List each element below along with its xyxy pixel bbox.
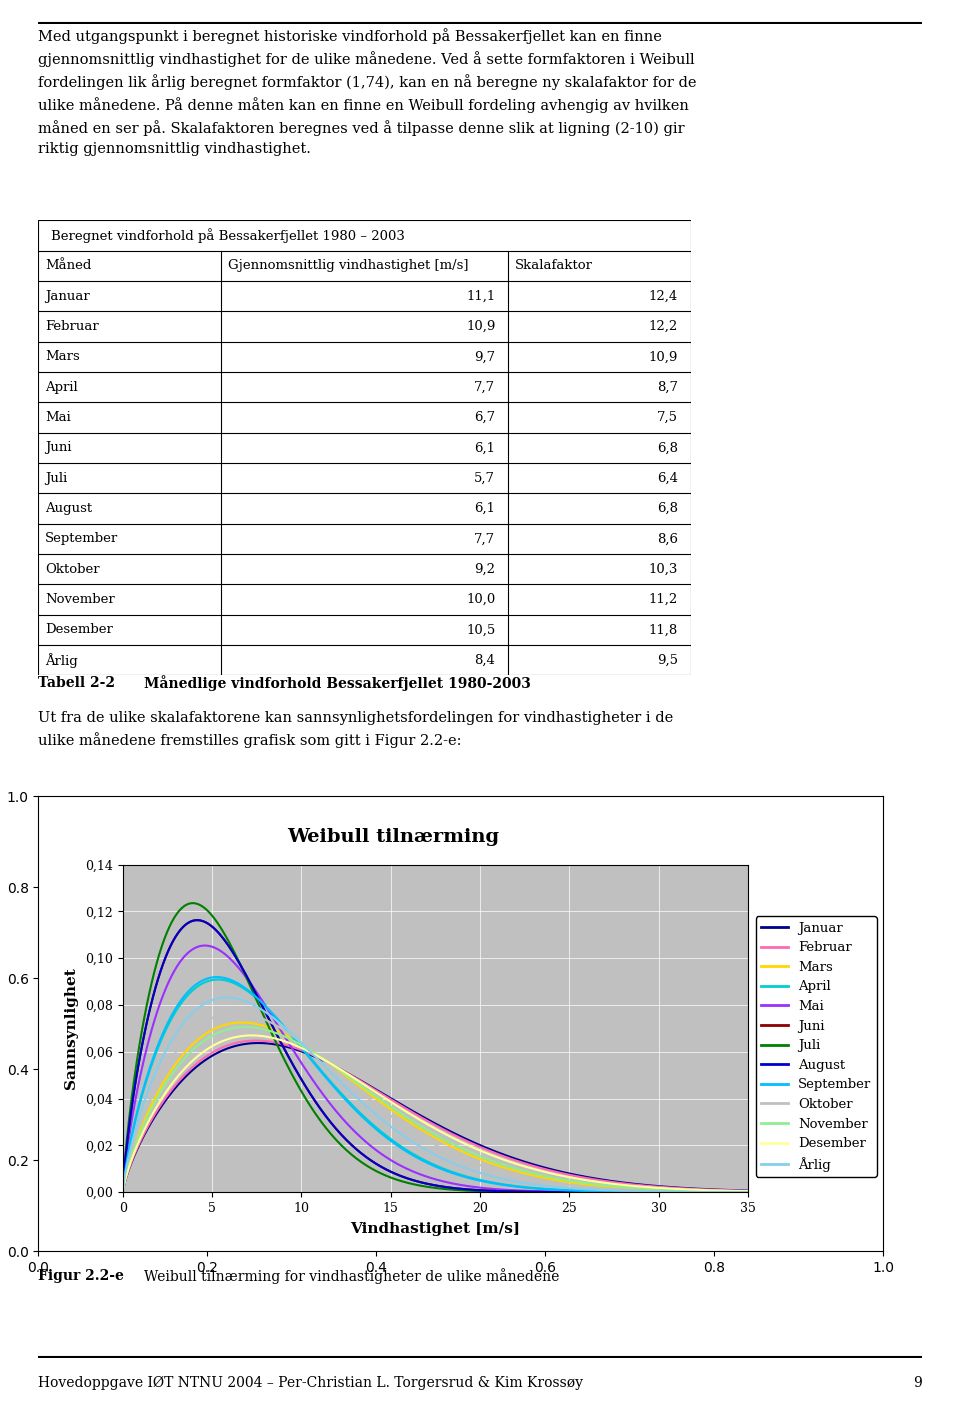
Text: Oktober: Oktober	[45, 563, 100, 576]
Text: 9,2: 9,2	[474, 563, 495, 576]
Text: 10,9: 10,9	[466, 320, 495, 333]
Text: 6,1: 6,1	[474, 502, 495, 515]
Text: Weibull tilnærming for vindhastigheter de ulike månedene: Weibull tilnærming for vindhastigheter d…	[144, 1268, 560, 1284]
Text: Med utgangspunkt i beregnet historiske vindforhold på Bessakerfjellet kan en fin: Med utgangspunkt i beregnet historiske v…	[38, 28, 697, 156]
Y-axis label: Sannsynlighet: Sannsynlighet	[64, 967, 79, 1089]
Text: 7,5: 7,5	[658, 411, 678, 424]
Text: 6,8: 6,8	[658, 502, 678, 515]
Text: 6,8: 6,8	[658, 441, 678, 455]
Text: 12,2: 12,2	[649, 320, 678, 333]
Text: 7,7: 7,7	[474, 381, 495, 394]
Text: Juli: Juli	[45, 472, 67, 485]
Text: 10,3: 10,3	[649, 563, 678, 576]
Text: 9,5: 9,5	[658, 654, 678, 667]
Text: August: August	[45, 502, 92, 515]
Text: Hovedoppgave IØT NTNU 2004 – Per-Christian L. Torgersrud & Kim Krossøy: Hovedoppgave IØT NTNU 2004 – Per-Christi…	[38, 1376, 584, 1389]
Text: 9: 9	[913, 1376, 922, 1389]
Text: 9,7: 9,7	[474, 350, 495, 364]
Text: 11,8: 11,8	[649, 623, 678, 637]
Text: April: April	[45, 381, 78, 394]
X-axis label: Vindhastighet [m/s]: Vindhastighet [m/s]	[350, 1221, 520, 1236]
Legend: Januar, Februar, Mars, April, Mai, Juni, Juli, August, September, Oktober, Novem: Januar, Februar, Mars, April, Mai, Juni,…	[756, 916, 876, 1177]
Text: Mars: Mars	[45, 350, 80, 364]
Text: Mai: Mai	[45, 411, 71, 424]
Text: Beregnet vindforhold på Bessakerfjellet 1980 – 2003: Beregnet vindforhold på Bessakerfjellet …	[52, 228, 405, 243]
Text: 10,5: 10,5	[467, 623, 495, 637]
Text: September: September	[45, 532, 118, 546]
Text: Tabell 2-2: Tabell 2-2	[38, 675, 115, 690]
Text: Figur 2.2-e: Figur 2.2-e	[38, 1270, 124, 1283]
Text: 6,4: 6,4	[658, 472, 678, 485]
Text: Weibull tilnærming: Weibull tilnærming	[287, 828, 499, 846]
Text: Februar: Februar	[45, 320, 99, 333]
Text: Skalafaktor: Skalafaktor	[515, 259, 593, 273]
Text: 8,4: 8,4	[474, 654, 495, 667]
Text: Juni: Juni	[45, 441, 71, 455]
Text: 12,4: 12,4	[649, 290, 678, 303]
Text: 11,2: 11,2	[649, 593, 678, 606]
Text: Gjennomsnittlig vindhastighet [m/s]: Gjennomsnittlig vindhastighet [m/s]	[228, 259, 468, 273]
Text: Desember: Desember	[45, 623, 113, 637]
Text: Årlig: Årlig	[45, 653, 78, 668]
Text: 5,7: 5,7	[474, 472, 495, 485]
Text: Månedlige vindforhold Bessakerfjellet 1980-2003: Månedlige vindforhold Bessakerfjellet 19…	[144, 674, 531, 691]
Text: November: November	[45, 593, 114, 606]
Text: Ut fra de ulike skalafaktorene kan sannsynlighetsfordelingen for vindhastigheter: Ut fra de ulike skalafaktorene kan sanns…	[38, 711, 674, 748]
Text: 10,9: 10,9	[649, 350, 678, 364]
Text: Januar: Januar	[45, 290, 89, 303]
Text: Måned: Måned	[45, 259, 91, 273]
Text: 7,7: 7,7	[474, 532, 495, 546]
Text: 6,1: 6,1	[474, 441, 495, 455]
Text: 8,7: 8,7	[658, 381, 678, 394]
Text: 6,7: 6,7	[474, 411, 495, 424]
Text: 8,6: 8,6	[658, 532, 678, 546]
Text: 11,1: 11,1	[467, 290, 495, 303]
Text: 10,0: 10,0	[467, 593, 495, 606]
